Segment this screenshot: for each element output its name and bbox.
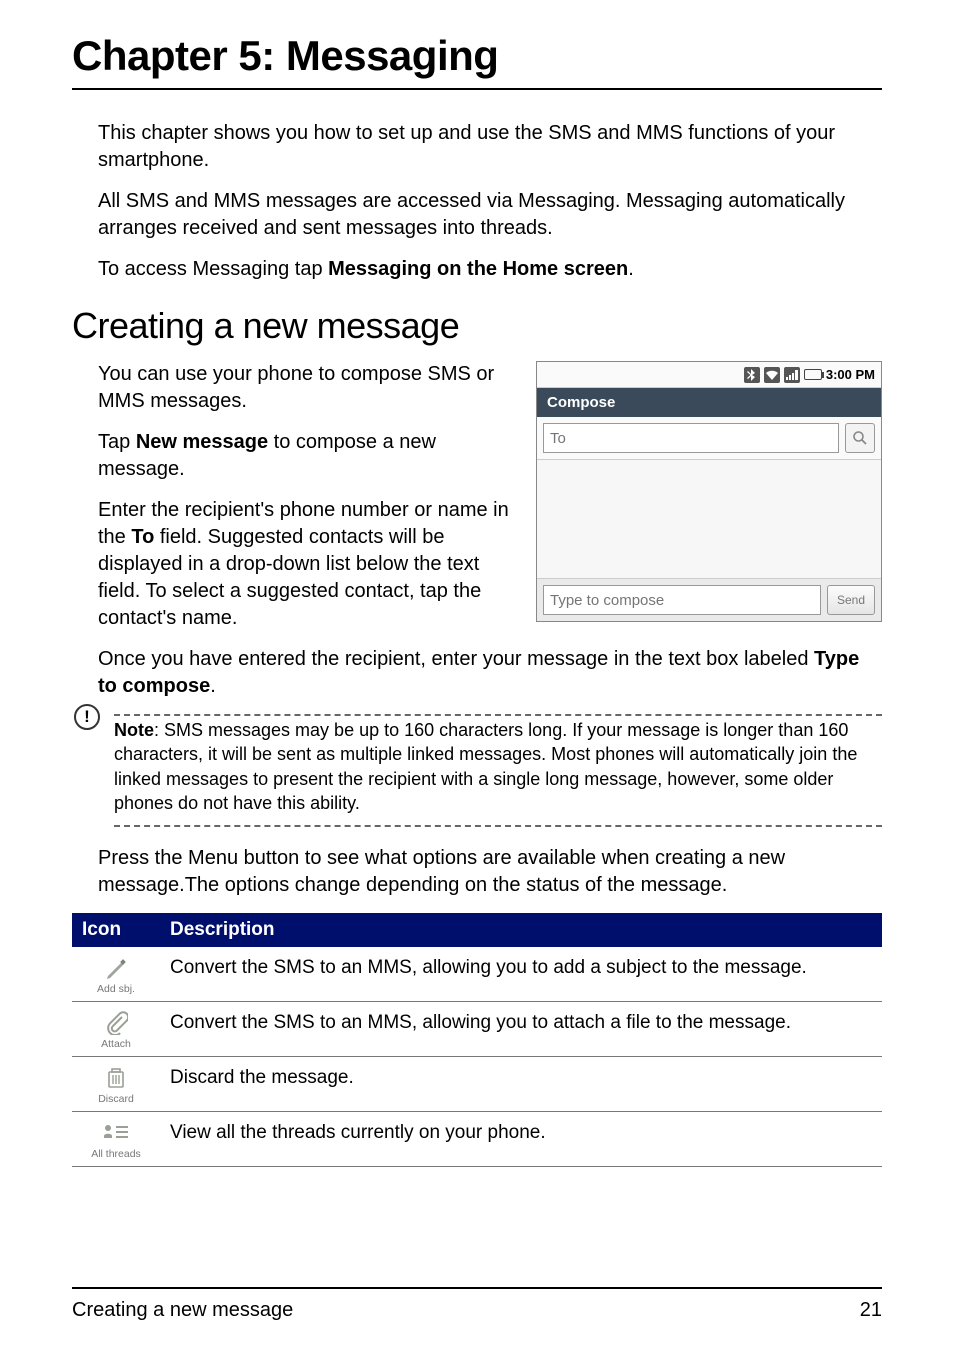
note-text: Note: SMS messages may be up to 160 char… — [114, 716, 882, 815]
text-bold: Messaging on the Home screen — [328, 258, 628, 280]
icon-label: Add sbj. — [76, 983, 156, 995]
text-bold: To — [131, 526, 154, 548]
note-body-text: : SMS messages may be up to 160 characte… — [114, 720, 857, 813]
text-bold: New message — [136, 431, 268, 453]
compose-input[interactable] — [543, 585, 821, 615]
cell-description: Discard the message. — [160, 1057, 882, 1112]
warning-icon: ! — [74, 704, 100, 730]
compose-header: Compose — [537, 388, 881, 417]
footer-section: Creating a new message — [72, 1299, 293, 1322]
table-row: Add sbj. Convert the SMS to an MMS, allo… — [72, 947, 882, 1002]
para-new-message: Tap New message to compose a new message… — [98, 429, 518, 483]
icon-label: All threads — [76, 1148, 156, 1160]
bluetooth-icon — [744, 367, 760, 383]
para-compose: You can use your phone to compose SMS or… — [98, 361, 518, 415]
all-threads-icon — [76, 1120, 156, 1146]
col-header-icon: Icon — [72, 913, 160, 947]
search-icon — [852, 430, 868, 446]
discard-icon — [76, 1065, 156, 1091]
text: To access Messaging tap — [98, 258, 328, 280]
status-bar: 3:00 PM — [537, 362, 881, 388]
icon-label: Discard — [76, 1093, 156, 1105]
to-input[interactable] — [543, 423, 839, 453]
add-subject-icon — [76, 955, 156, 981]
send-button[interactable]: Send — [827, 585, 875, 615]
text: . — [628, 258, 634, 280]
message-area — [537, 460, 881, 578]
signal-icon — [784, 367, 800, 383]
contact-search-button[interactable] — [845, 423, 875, 453]
intro-para-2: All SMS and MMS messages are accessed vi… — [98, 188, 882, 242]
options-table: Icon Description Add sbj. Convert the SM… — [72, 913, 882, 1167]
para-menu-options: Press the Menu button to see what option… — [98, 845, 882, 899]
note-label: Note — [114, 720, 154, 740]
cell-description: Convert the SMS to an MMS, allowing you … — [160, 947, 882, 1002]
text: Tap — [98, 431, 136, 453]
para-enter-recipient: Enter the recipient's phone number or na… — [98, 497, 518, 632]
icon-label: Attach — [76, 1038, 156, 1050]
battery-icon — [804, 369, 822, 380]
table-row: Attach Convert the SMS to an MMS, allowi… — [72, 1002, 882, 1057]
col-header-description: Description — [160, 913, 882, 947]
intro-para-1: This chapter shows you how to set up and… — [98, 120, 882, 174]
text: . — [210, 675, 216, 697]
para-once-entered: Once you have entered the recipient, ent… — [98, 646, 882, 700]
section-title: Creating a new message — [72, 305, 882, 347]
note-box: ! Note: SMS messages may be up to 160 ch… — [72, 714, 882, 827]
intro-para-3: To access Messaging tap Messaging on the… — [98, 256, 882, 283]
page-footer: Creating a new message 21 — [72, 1287, 882, 1322]
screenshot-compose: 3:00 PM Compose Send — [536, 361, 882, 622]
cell-description: Convert the SMS to an MMS, allowing you … — [160, 1002, 882, 1057]
status-time: 3:00 PM — [826, 367, 875, 382]
text: Once you have entered the recipient, ent… — [98, 648, 814, 670]
chapter-title: Chapter 5: Messaging — [72, 32, 882, 90]
footer-page-number: 21 — [860, 1299, 882, 1322]
attach-icon — [76, 1010, 156, 1036]
table-row: All threads View all the threads current… — [72, 1112, 882, 1167]
table-row: Discard Discard the message. — [72, 1057, 882, 1112]
text: field. Suggested contacts will be displa… — [98, 526, 481, 629]
wifi-icon — [764, 367, 780, 383]
cell-description: View all the threads currently on your p… — [160, 1112, 882, 1167]
